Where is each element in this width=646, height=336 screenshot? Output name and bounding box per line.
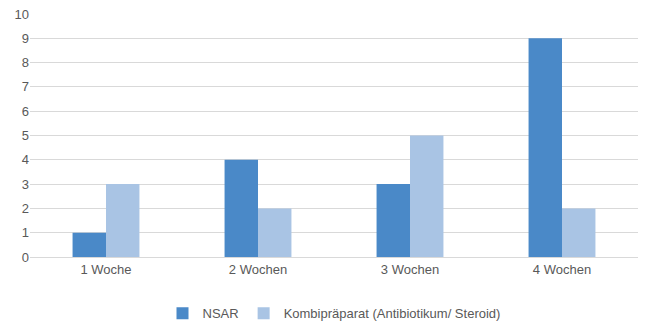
svg-text:0: 0: [22, 250, 29, 265]
svg-text:Kombipräparat (Antibiotikum/ S: Kombipräparat (Antibiotikum/ Steroid): [284, 306, 501, 321]
svg-text:NSAR: NSAR: [203, 306, 239, 321]
svg-text:10: 10: [15, 7, 29, 22]
svg-text:4: 4: [22, 152, 29, 167]
svg-text:2: 2: [22, 201, 29, 216]
svg-text:1 Woche: 1 Woche: [80, 262, 131, 277]
svg-text:5: 5: [22, 128, 29, 143]
svg-text:9: 9: [22, 31, 29, 46]
svg-text:2 Wochen: 2 Wochen: [229, 262, 287, 277]
svg-text:7: 7: [22, 79, 29, 94]
svg-text:6: 6: [22, 104, 29, 119]
svg-text:3 Wochen: 3 Wochen: [381, 262, 439, 277]
svg-text:4 Wochen: 4 Wochen: [533, 262, 591, 277]
svg-text:1: 1: [22, 225, 29, 240]
svg-text:8: 8: [22, 55, 29, 70]
svg-text:3: 3: [22, 177, 29, 192]
